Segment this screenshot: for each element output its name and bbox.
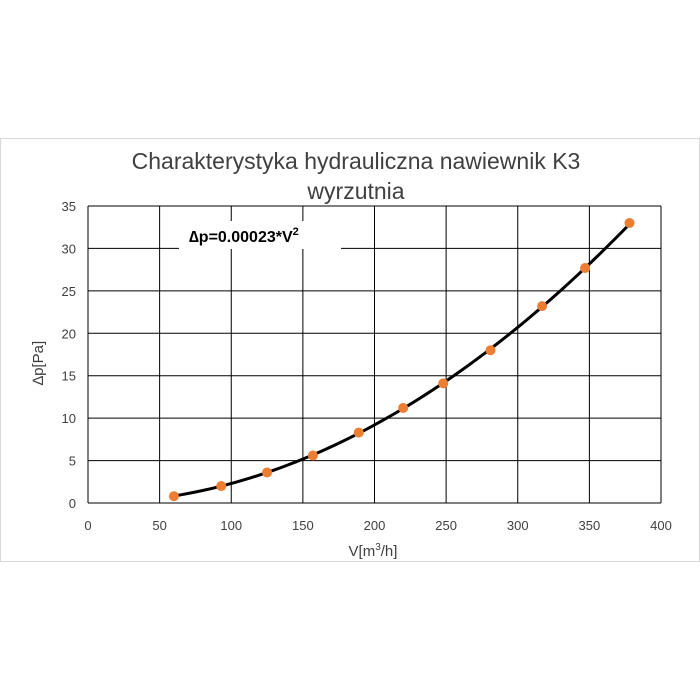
- y-axis-label: ∆p[Pa]: [30, 341, 47, 385]
- x-axis-label-superscript: 3: [375, 542, 381, 553]
- data-point: [168, 491, 179, 502]
- y-tick-label: 35: [62, 199, 76, 214]
- chart-frame: Charakterystyka hydrauliczna nawiewnik K…: [0, 138, 700, 562]
- trendline-equation-main: ∆p=0.00023*V: [189, 229, 293, 246]
- x-axis-ticks: 0 50 100 150 200 250 300 350 400: [84, 518, 671, 533]
- x-tick-label: 350: [579, 518, 601, 533]
- data-point: [216, 481, 227, 492]
- data-point: [438, 378, 449, 389]
- x-tick-label: 50: [152, 518, 166, 533]
- x-tick-label: 0: [84, 518, 91, 533]
- x-tick-label: 200: [364, 518, 386, 533]
- data-point: [580, 262, 591, 273]
- chart-title-line-1: Charakterystyka hydrauliczna nawiewnik K…: [132, 148, 581, 174]
- x-tick-label: 100: [220, 518, 242, 533]
- x-tick-label: 300: [507, 518, 529, 533]
- x-tick-label: 250: [435, 518, 457, 533]
- chart-title-line-2: wyrzutnia: [306, 178, 404, 204]
- x-tick-label: 150: [292, 518, 314, 533]
- formula-background: [179, 221, 341, 249]
- x-tick-label: 400: [650, 518, 672, 533]
- y-tick-label: 0: [69, 496, 76, 511]
- data-points: [168, 217, 635, 502]
- trendline-curve: [173, 223, 631, 498]
- data-point: [485, 345, 496, 356]
- x-axis-label-tail: /h]: [381, 543, 398, 560]
- data-point: [307, 450, 318, 461]
- y-tick-label: 25: [62, 284, 76, 299]
- x-axis-label-main: V[m: [349, 543, 376, 560]
- y-tick-label: 5: [69, 454, 76, 469]
- grid-lines: [87, 205, 662, 504]
- data-point: [624, 217, 635, 228]
- data-point: [398, 402, 409, 413]
- trendline-equation: ∆p=0.00023*V2: [189, 226, 299, 246]
- chart: Charakterystyka hydrauliczna nawiewnik K…: [30, 148, 672, 560]
- data-point: [353, 427, 364, 438]
- y-tick-label: 20: [62, 326, 76, 341]
- x-axis-label: V[m3/h]: [349, 542, 398, 560]
- data-point: [537, 301, 548, 312]
- y-axis-ticks: 0 5 10 15 20 25 30 35: [62, 199, 76, 511]
- y-tick-label: 30: [62, 241, 76, 256]
- y-tick-label: 10: [62, 411, 76, 426]
- trendline-equation-exponent: 2: [293, 226, 299, 238]
- y-tick-label: 15: [62, 369, 76, 384]
- data-point: [262, 467, 273, 478]
